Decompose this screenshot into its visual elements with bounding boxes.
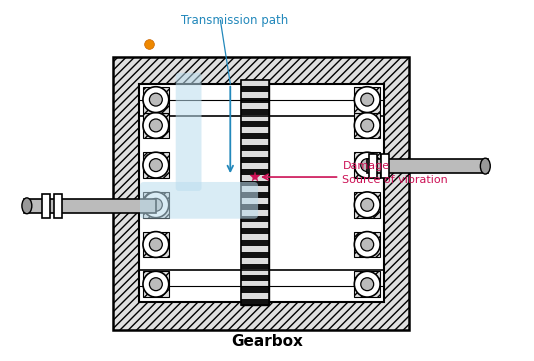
Bar <box>241 116 269 121</box>
Bar <box>113 57 409 330</box>
Bar <box>53 194 61 218</box>
Bar <box>369 154 377 178</box>
Circle shape <box>361 278 374 291</box>
Bar <box>143 232 169 257</box>
Circle shape <box>361 159 374 171</box>
Bar <box>241 287 269 293</box>
Bar <box>241 293 269 299</box>
Bar <box>139 84 384 302</box>
Bar <box>143 152 169 178</box>
Bar <box>241 163 269 169</box>
Bar <box>241 299 269 305</box>
Bar <box>241 252 269 258</box>
Circle shape <box>355 271 380 297</box>
Bar <box>241 198 269 204</box>
Bar <box>24 199 156 213</box>
Circle shape <box>143 232 169 257</box>
Bar <box>241 222 269 228</box>
Bar <box>241 216 269 222</box>
Bar <box>241 192 269 198</box>
Circle shape <box>150 93 162 106</box>
Circle shape <box>361 198 374 211</box>
Circle shape <box>355 152 380 178</box>
Bar <box>143 87 169 113</box>
Bar <box>241 97 269 104</box>
Bar <box>143 192 169 218</box>
Circle shape <box>355 87 380 113</box>
Bar <box>241 80 269 305</box>
Bar <box>241 264 269 269</box>
Bar <box>241 145 269 151</box>
Circle shape <box>355 192 380 218</box>
Circle shape <box>150 198 162 211</box>
Bar <box>241 104 269 109</box>
Bar <box>241 204 269 210</box>
Bar <box>355 192 380 218</box>
Circle shape <box>355 232 380 257</box>
Bar <box>143 113 169 138</box>
Bar <box>241 210 269 216</box>
Ellipse shape <box>22 198 32 214</box>
Bar <box>355 271 380 297</box>
Bar <box>241 246 269 252</box>
Bar <box>367 159 488 173</box>
Circle shape <box>150 238 162 251</box>
Bar <box>241 180 269 187</box>
Circle shape <box>361 93 374 106</box>
Text: Gearbox: Gearbox <box>231 334 303 349</box>
Bar <box>241 127 269 133</box>
Bar <box>241 133 269 139</box>
Bar <box>241 234 269 240</box>
Circle shape <box>143 87 169 113</box>
Bar <box>241 86 269 92</box>
Bar <box>241 275 269 281</box>
Bar <box>42 194 50 218</box>
Circle shape <box>355 113 380 138</box>
Bar <box>241 121 269 127</box>
Bar <box>355 152 380 178</box>
Bar <box>241 187 269 192</box>
Bar <box>241 175 269 180</box>
Bar <box>241 139 269 145</box>
Circle shape <box>143 271 169 297</box>
Circle shape <box>150 119 162 132</box>
FancyBboxPatch shape <box>176 73 201 191</box>
Circle shape <box>361 238 374 251</box>
Circle shape <box>150 278 162 291</box>
FancyBboxPatch shape <box>140 182 258 219</box>
Bar <box>241 157 269 163</box>
Bar <box>241 169 269 175</box>
Circle shape <box>143 113 169 138</box>
Bar <box>355 87 380 113</box>
Ellipse shape <box>481 158 490 174</box>
Circle shape <box>143 192 169 218</box>
Bar <box>241 92 269 97</box>
Circle shape <box>361 119 374 132</box>
Bar <box>241 80 269 86</box>
Bar <box>241 240 269 246</box>
Text: Transmission path: Transmission path <box>180 14 288 27</box>
Bar <box>241 228 269 234</box>
Bar <box>241 281 269 287</box>
Bar <box>241 151 269 157</box>
Bar <box>241 258 269 264</box>
Bar <box>241 109 269 116</box>
Bar <box>241 269 269 275</box>
Circle shape <box>150 159 162 171</box>
Bar <box>355 232 380 257</box>
Text: Damage
Source of vibration: Damage Source of vibration <box>342 161 448 185</box>
Bar <box>143 271 169 297</box>
Bar <box>241 80 269 305</box>
Bar <box>355 113 380 138</box>
Bar <box>381 154 389 178</box>
Circle shape <box>143 152 169 178</box>
